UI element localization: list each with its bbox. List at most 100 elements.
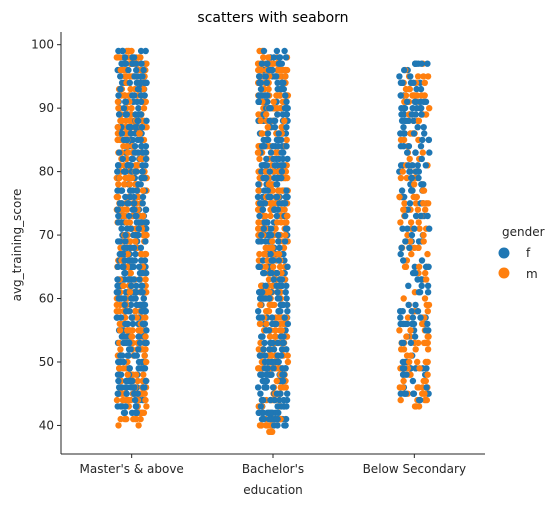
data-point-m-2-491 — [421, 295, 429, 302]
data-point-m-1-1352 — [263, 111, 270, 118]
data-point-m-1-1416 — [257, 422, 265, 429]
data-point-f-0-1712 — [131, 200, 138, 207]
data-point-f-0-580 — [114, 168, 121, 175]
data-point-f-0-1654 — [133, 409, 140, 416]
data-point-f-1-1915 — [262, 282, 269, 289]
data-point-f-0-1755 — [115, 358, 122, 366]
data-point-m-2-1581 — [420, 200, 427, 207]
data-point-m-2-1586 — [414, 358, 421, 366]
data-point-f-1-1933 — [270, 155, 277, 163]
data-point-f-0-1722 — [121, 409, 129, 416]
data-point-f-0-1736 — [127, 193, 134, 201]
data-point-f-0-1627 — [119, 155, 127, 163]
data-point-f-2-2076 — [417, 212, 424, 220]
data-point-f-1-1910 — [275, 238, 282, 245]
data-point-m-0-1235 — [121, 73, 129, 80]
data-point-f-2-2121 — [408, 320, 416, 328]
data-point-f-2-2100 — [420, 98, 427, 106]
data-point-f-0-1620 — [138, 143, 145, 150]
data-point-f-1-2032 — [276, 282, 283, 289]
data-point-m-1-1505 — [275, 314, 282, 321]
data-point-f-1-1958 — [278, 149, 285, 156]
data-point-f-2-2083 — [408, 111, 415, 118]
data-point-m-2-1570 — [422, 206, 429, 213]
data-point-f-0-1742 — [128, 377, 135, 385]
data-point-m-0-1130 — [136, 130, 143, 137]
data-point-f-1-1945 — [265, 358, 272, 366]
data-point-m-0-1169 — [114, 98, 122, 106]
data-point-m-0-149 — [127, 269, 134, 277]
data-point-m-1-346 — [276, 92, 284, 99]
data-point-f-0-1655 — [139, 168, 146, 175]
data-point-f-0-556 — [127, 301, 135, 309]
data-point-f-2-1029 — [418, 155, 425, 163]
data-point-m-0-1096 — [132, 238, 139, 245]
data-point-m-2-1576 — [424, 346, 432, 353]
data-point-m-2-1533 — [406, 358, 413, 366]
data-point-f-1-1837 — [274, 339, 282, 347]
data-point-m-2-495 — [412, 200, 420, 207]
data-point-f-0-1601 — [128, 282, 135, 289]
data-point-f-0-1725 — [122, 403, 129, 410]
data-point-f-1-1862 — [273, 212, 280, 220]
data-point-f-0-1779 — [125, 212, 133, 220]
y-axis-title: avg_training_score — [10, 189, 24, 302]
data-point-f-0-1611 — [136, 263, 143, 270]
data-point-f-0-1794 — [115, 111, 123, 118]
legend: gender f m — [498, 225, 545, 281]
data-point-f-0-1770 — [117, 85, 124, 93]
data-point-f-0-1799 — [137, 73, 145, 80]
data-point-m-2-1587 — [424, 358, 431, 366]
data-point-f-0-1811 — [139, 200, 146, 207]
data-point-f-1-1932 — [282, 92, 289, 99]
data-point-m-0-1070 — [120, 365, 127, 372]
data-point-f-2-984 — [414, 162, 421, 169]
data-point-m-0-194 — [121, 415, 128, 423]
data-point-f-0-1711 — [142, 377, 150, 385]
data-point-m-1-1305 — [270, 263, 277, 270]
data-point-m-1-1483 — [257, 117, 264, 125]
data-point-f-2-2084 — [410, 79, 417, 87]
data-point-f-1-1912 — [261, 143, 268, 150]
data-point-f-2-2071 — [410, 130, 418, 137]
data-point-f-0-1724 — [135, 333, 142, 340]
data-point-f-1-2013 — [277, 390, 284, 397]
data-point-m-1-341 — [269, 187, 276, 194]
data-point-f-1-1981 — [283, 98, 290, 106]
data-point-f-0-1804 — [129, 54, 136, 61]
data-point-m-0-1212 — [138, 327, 145, 334]
data-point-f-2-2115 — [413, 105, 420, 112]
data-point-f-2-2124 — [412, 149, 419, 156]
data-point-m-1-1488 — [267, 244, 274, 251]
data-point-f-0-578 — [126, 365, 133, 372]
data-point-m-0-1285 — [136, 54, 143, 61]
data-point-m-1-1340 — [265, 308, 273, 315]
data-point-f-0-1604 — [114, 263, 122, 270]
data-point-f-2-1050 — [398, 187, 406, 194]
legend-label-f: f — [526, 246, 531, 260]
data-point-m-1-1484 — [278, 327, 285, 334]
data-point-f-0-1762 — [123, 111, 130, 118]
data-point-f-0-656 — [142, 143, 150, 150]
data-point-f-2-2077 — [402, 212, 409, 220]
data-point-f-0-588 — [122, 193, 129, 201]
data-point-m-0-1131 — [114, 124, 122, 131]
data-point-f-0-1798 — [122, 384, 130, 391]
data-point-m-1-1489 — [265, 181, 273, 188]
data-point-f-0-729 — [132, 250, 139, 258]
data-point-f-2-2107 — [409, 314, 417, 321]
data-point-f-1-1830 — [273, 73, 280, 80]
data-point-m-1-409 — [256, 250, 263, 258]
data-point-f-2-2082 — [409, 377, 417, 385]
data-point-f-1-1890 — [270, 365, 277, 372]
data-point-f-1-1831 — [262, 238, 269, 245]
data-point-f-1-1990 — [273, 193, 281, 201]
data-point-f-0-1772 — [126, 79, 133, 87]
data-point-m-1-1439 — [280, 244, 288, 251]
data-point-m-2-1511 — [416, 263, 423, 270]
data-point-f-1-1965 — [279, 111, 286, 118]
data-point-f-0-1769 — [118, 60, 125, 67]
data-point-m-1-1486 — [283, 219, 290, 226]
data-point-f-0-1681 — [114, 371, 122, 378]
data-point-m-2-1539 — [400, 136, 408, 144]
